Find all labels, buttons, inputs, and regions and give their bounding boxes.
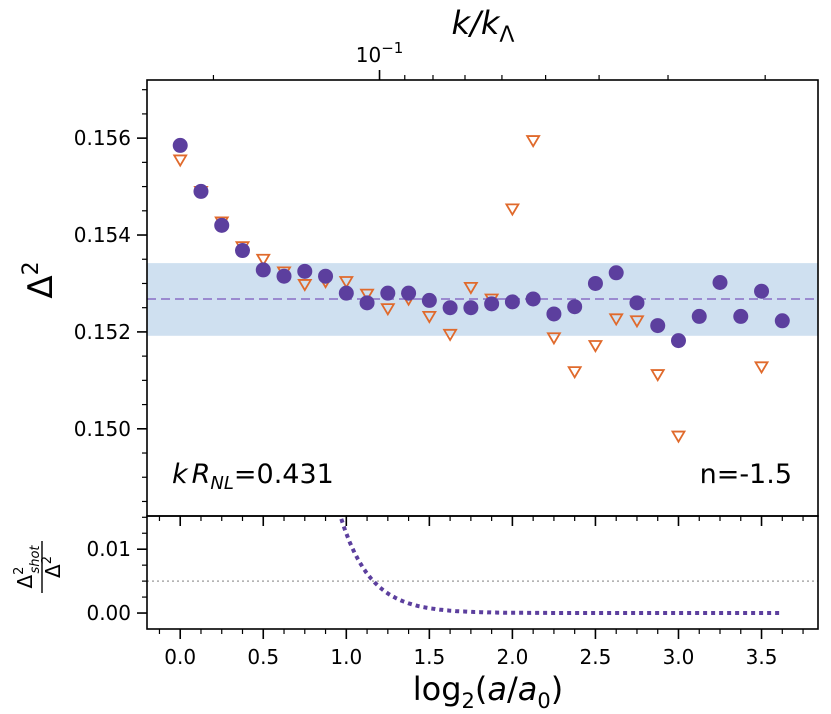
top-axis-label: k/kΛ (452, 4, 515, 48)
circle-point (629, 295, 645, 311)
circle-point (359, 295, 375, 311)
triangle-point (463, 281, 479, 295)
triangle-point (338, 276, 354, 290)
circle-point (255, 262, 271, 278)
triangle-point (359, 288, 375, 302)
bottom-x-axis-label: log2(a/a0) (413, 670, 564, 713)
triangle-point (587, 340, 604, 353)
bottom-y-tick-label: 0.00 (86, 601, 131, 625)
circle-point (712, 274, 728, 290)
bottom-x-tick-label: 1.0 (330, 645, 362, 669)
triangle-point (442, 328, 458, 342)
top-axis-ticks: 10−110−2 (212, 39, 766, 80)
circle-series (172, 137, 790, 349)
triangle-point (608, 313, 624, 327)
bottom-y-axis-label: Δ2shot Δ2 (12, 541, 65, 593)
triangle-point (546, 332, 562, 346)
svg-text:Δ2: Δ2 (40, 556, 65, 578)
bottom-x-tick-label: 2.0 (496, 645, 528, 669)
circle-point (587, 275, 603, 291)
bottom-x-tick-label: 1.5 (413, 645, 445, 669)
circle-point (297, 263, 313, 279)
main-y-axis-label: Δ2 (19, 261, 61, 298)
circle-point (193, 183, 209, 199)
shot-noise-curve (339, 518, 782, 615)
bottom-panel-frame (146, 515, 819, 630)
circle-point (442, 300, 458, 316)
main-y-tick-label: 0.154 (74, 223, 131, 247)
circle-point (567, 299, 583, 315)
circle-point (214, 217, 230, 233)
main-y-tick-label: 0.150 (74, 417, 131, 441)
bottom-y-ticks: 0.00 0.01 (86, 516, 147, 625)
bottom-x-tick-label: 3.5 (746, 645, 778, 669)
triangle-point (172, 154, 188, 168)
main-y-tick-label: 0.152 (74, 320, 131, 344)
bottom-x-tick-label: 2.5 (580, 645, 612, 669)
circle-point (421, 292, 437, 308)
circle-point (525, 291, 541, 307)
bottom-x-tick-label: 3.0 (663, 645, 695, 669)
triangle-point (504, 203, 520, 217)
main-panel: 0.150 0.152 0.154 0.156 (74, 79, 819, 526)
triangle-point (670, 430, 687, 444)
circle-point (691, 308, 707, 324)
circle-point (774, 313, 790, 329)
main-y-ticks: 0.150 0.152 0.154 0.156 (74, 89, 147, 503)
triangle-point (650, 369, 666, 383)
circle-point (172, 137, 188, 153)
triangle-point (421, 311, 437, 324)
bottom-y-tick-label: 0.01 (86, 537, 131, 561)
circle-point (401, 285, 417, 301)
circle-point (484, 296, 500, 312)
annotation-n: n=-1.5 (700, 459, 792, 490)
circle-point (318, 268, 334, 284)
circle-point (463, 300, 479, 316)
circle-point (380, 285, 396, 301)
triangle-point (629, 315, 645, 329)
annotation-krnl: k RNL=0.431 (172, 459, 334, 494)
top-tick-label: 10−1 (356, 39, 404, 67)
circle-point (670, 333, 686, 349)
circle-point (733, 308, 749, 324)
triangle-point (297, 279, 313, 292)
bottom-x-ticks: 0.0 0.5 1.0 1.5 2.0 2.5 3.0 3.5 (158, 629, 804, 669)
circle-point (504, 294, 520, 310)
triangle-point (525, 135, 541, 149)
circle-point (338, 285, 354, 301)
circle-point (650, 318, 666, 334)
bottom-panel: 0.00 0.01 0.0 0.5 1.0 1.5 2.0 2.5 3.0 3.5 (86, 515, 819, 669)
circle-point (754, 283, 770, 299)
circle-point (546, 306, 562, 322)
circle-point (276, 268, 292, 284)
circle-point (608, 265, 624, 281)
bottom-x-tick-label: 0.0 (164, 645, 196, 669)
bottom-x-tick-label: 0.5 (247, 645, 279, 669)
main-x-ticks (158, 516, 804, 526)
triangle-point (567, 366, 583, 380)
triangle-point (255, 253, 271, 267)
triangle-point (753, 361, 770, 375)
svg-text:Δ2shot: Δ2shot (12, 545, 43, 589)
main-y-tick-label: 0.156 (74, 126, 131, 150)
circle-point (235, 243, 251, 259)
triangle-point (380, 303, 396, 317)
